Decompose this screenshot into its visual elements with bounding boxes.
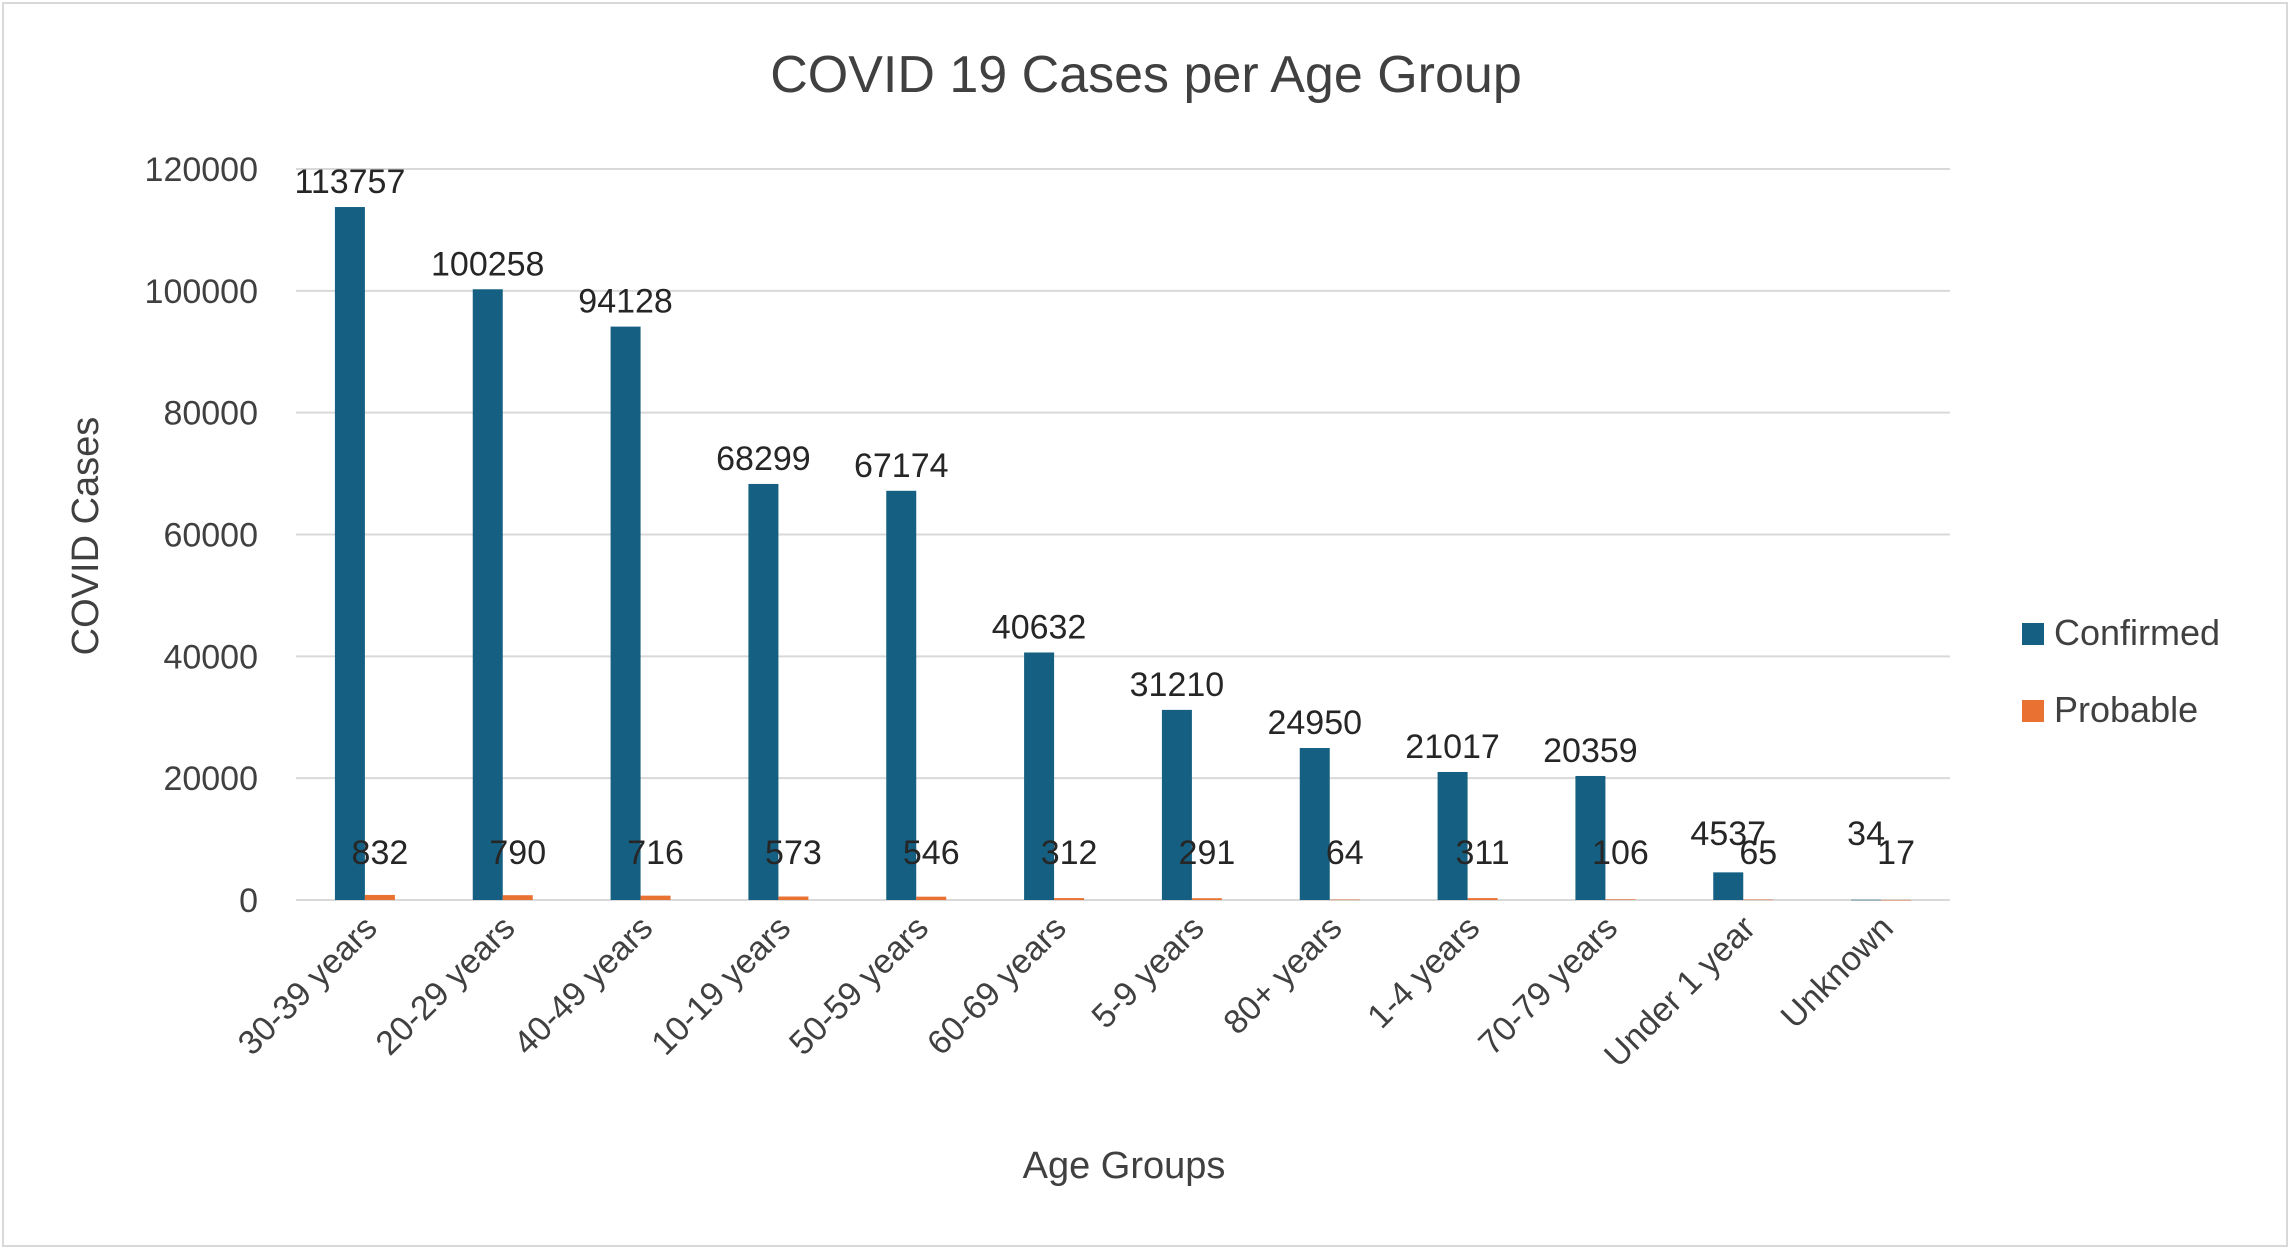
data-label-probable-1-4-years: 311 [1455,834,1509,872]
legend-swatch-probable [2022,700,2044,722]
bar-probable-30-39-years [364,894,395,900]
x-tick-label: 10-19 years [644,909,798,1063]
bar-confirmed-40-49-years [610,326,641,900]
data-label-probable-10-19-years: 573 [765,834,822,872]
data-label-probable-20-29-years: 790 [489,834,546,872]
data-label-confirmed-unknown: 34 [1847,815,1885,853]
bar-confirmed-20-29-years [472,289,503,900]
data-label-probable-60-69-years: 312 [1041,834,1098,872]
bar-confirmed-5-9-years [1161,709,1192,900]
data-label-confirmed-40-49-years: 94128 [578,283,673,321]
x-tick-label: 40-49 years [506,909,660,1063]
bar-confirmed-1-4-years [1437,771,1468,900]
data-label-confirmed-5-9-years: 31210 [1130,666,1225,704]
y-tick-label: 0 [239,882,258,920]
data-label-probable-unknown: 17 [1877,834,1915,872]
bar-probable-50-59-years [916,896,947,900]
y-axis-title: COVID Cases [65,417,107,656]
bar-confirmed-60-69-years [1024,652,1055,900]
legend-swatch-confirmed [2022,623,2044,645]
y-tick-label: 120000 [145,151,258,189]
bar-confirmed-30-39-years [334,207,365,900]
x-tick-label: 20-29 years [369,909,523,1063]
x-tick-label: 80+ years [1216,909,1349,1042]
legend-label-probable: Probable [2054,689,2198,730]
y-tick-label: 20000 [163,760,258,798]
bar-confirmed-under-1-year [1713,872,1744,900]
y-tick-label: 100000 [145,273,258,311]
x-tick-label: 50-59 years [782,909,936,1063]
bar-probable-10-19-years [778,896,809,900]
x-tick-label: 1-4 years [1360,909,1487,1036]
bar-confirmed-50-59-years [886,490,917,900]
x-tick-label: Unknown [1774,909,1901,1036]
y-tick-label: 60000 [163,517,258,555]
data-label-probable-5-9-years: 291 [1179,834,1236,872]
x-axis-title: Age Groups [1023,1145,1226,1187]
data-label-probable-40-49-years: 716 [627,834,684,872]
bar-probable-5-9-years [1191,898,1222,900]
data-label-confirmed-50-59-years: 67174 [854,447,949,485]
y-tick-label: 80000 [163,395,258,433]
data-label-confirmed-1-4-years: 21017 [1405,728,1500,766]
bar-confirmed-unknown [1851,899,1882,901]
data-label-probable-30-39-years: 832 [352,834,409,872]
x-tick-label: 70-79 years [1471,909,1625,1063]
x-tick-label: 5-9 years [1084,909,1211,1036]
chart-title: COVID 19 Cases per Age Group [770,46,1522,104]
bar-confirmed-10-19-years [748,483,779,900]
bar-probable-1-4-years [1467,898,1498,900]
data-label-probable-70-79-years: 106 [1592,834,1649,872]
data-label-confirmed-70-79-years: 20359 [1543,732,1638,770]
bar-probable-40-49-years [640,895,671,900]
data-label-probable-50-59-years: 546 [903,834,960,872]
bar-probable-20-29-years [502,895,533,900]
x-tick-label: 30-39 years [231,909,385,1063]
bar-probable-80-years [1329,899,1360,901]
bar-probable-under-1-year [1743,899,1774,901]
bar-probable-60-69-years [1054,898,1085,900]
x-tick-label: 60-69 years [920,909,1074,1063]
data-label-confirmed-60-69-years: 40632 [992,608,1087,646]
data-label-probable-80-years: 64 [1326,834,1364,872]
data-label-confirmed-10-19-years: 68299 [716,440,811,478]
y-tick-label: 40000 [163,638,258,676]
bar-confirmed-80-years [1299,748,1330,900]
data-label-probable-under-1-year: 65 [1739,834,1777,872]
legend-label-confirmed: Confirmed [2054,612,2220,653]
data-label-confirmed-under-1-year: 4537 [1690,815,1766,853]
bar-confirmed-70-79-years [1575,775,1606,900]
data-label-confirmed-80-years: 24950 [1267,704,1362,742]
bar-probable-70-79-years [1605,899,1636,900]
bar-probable-unknown [1881,899,1912,901]
data-label-confirmed-20-29-years: 100258 [431,245,544,283]
data-label-confirmed-30-39-years: 113757 [294,163,405,201]
